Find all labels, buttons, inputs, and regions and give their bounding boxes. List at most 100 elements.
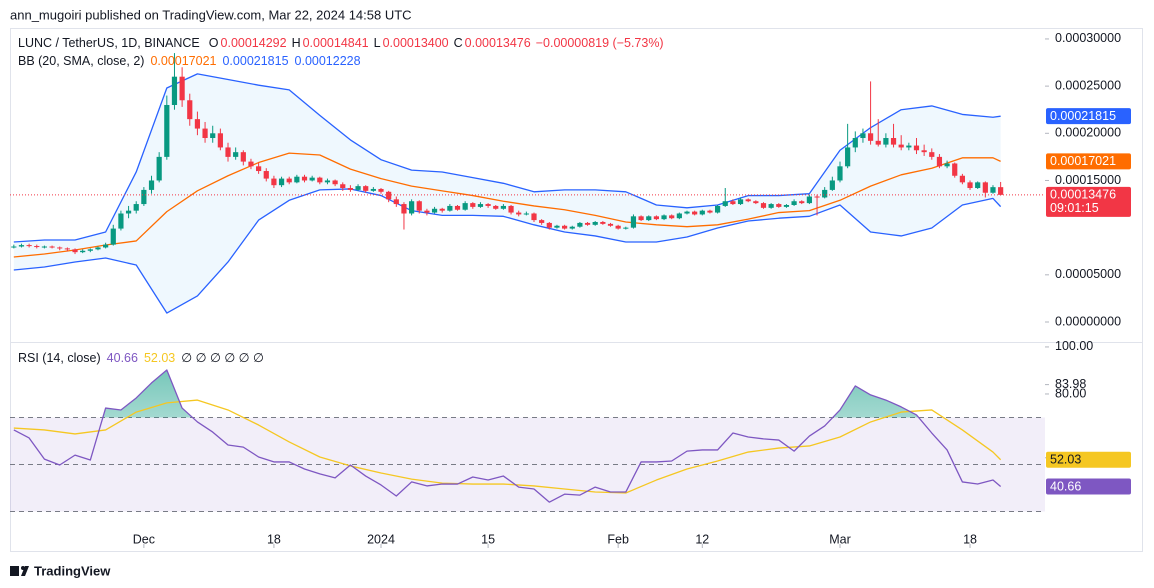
candle-body <box>653 216 659 220</box>
candle-body <box>577 222 583 227</box>
y-tick-label: 80.00 <box>1055 386 1086 400</box>
candle-body <box>737 199 744 205</box>
candle-body <box>516 212 522 215</box>
candle-body <box>271 178 277 186</box>
candle-body <box>722 201 728 206</box>
y-tick-label: 100.00 <box>1055 339 1093 353</box>
candle-body <box>11 246 17 248</box>
x-tick-label: 18 <box>963 532 977 546</box>
candle-body <box>661 215 667 220</box>
candle-body <box>447 205 453 211</box>
candle-body <box>684 211 690 214</box>
candle-body <box>340 184 346 189</box>
candle-body <box>607 223 614 226</box>
candle-body <box>982 182 988 193</box>
logo-part <box>10 566 19 576</box>
candle-body <box>952 163 958 176</box>
candle-body <box>64 248 70 250</box>
candle-body <box>256 166 262 172</box>
candle-body <box>110 228 116 245</box>
rsi-last-label-box <box>1046 478 1131 495</box>
candle-body <box>646 216 652 221</box>
candle-body <box>485 204 491 206</box>
candle-body <box>309 177 315 181</box>
candle-body <box>783 205 790 207</box>
candle-body <box>692 211 698 215</box>
line-series <box>13 188 1002 314</box>
frame <box>10 28 1143 552</box>
candle-body <box>171 76 178 105</box>
candle-body <box>125 210 132 214</box>
candle-body <box>416 201 422 211</box>
candle-body <box>753 201 759 204</box>
candle-body <box>822 189 828 198</box>
candle-body <box>638 216 644 221</box>
candle-body <box>263 171 269 179</box>
candle-body <box>409 201 415 214</box>
candle-body <box>707 210 713 213</box>
candle-body <box>898 144 904 148</box>
footer-brand: TradingView <box>34 563 111 578</box>
y-tick-label: 83.98 <box>1055 377 1086 391</box>
publisher: ann_mugoiri published on TradingView.com… <box>10 7 412 22</box>
candle-body <box>806 196 812 204</box>
candle-body <box>730 201 736 205</box>
x-tick-label: 15 <box>481 532 495 546</box>
candle-body <box>990 187 996 193</box>
ohlc-letter: H <box>292 36 301 50</box>
candle-body <box>669 215 675 219</box>
candle-body <box>217 133 223 148</box>
candle-body <box>248 161 254 167</box>
candle-body <box>431 208 438 213</box>
candle-body <box>378 188 384 192</box>
candle-body <box>103 244 109 248</box>
countdown: 09:01:15 <box>1050 201 1099 215</box>
y-tick-label: 0.00000000 <box>1055 314 1121 328</box>
candle-body <box>72 249 78 253</box>
candle-body <box>531 213 537 221</box>
candle-body <box>852 138 858 148</box>
x-tick-label: 12 <box>695 532 709 546</box>
candle-body <box>554 225 560 228</box>
candle-body <box>49 246 55 248</box>
band-last-label-box <box>1046 153 1131 170</box>
indicator-value: 0.00017021 <box>150 54 216 68</box>
candle-body <box>676 213 682 219</box>
candle-body <box>768 204 774 208</box>
indicator-name: RSI (14, close) <box>18 351 101 365</box>
candle-body <box>998 187 1004 195</box>
candle-body <box>921 150 927 153</box>
candle-body <box>562 225 568 229</box>
candle-body <box>477 204 484 207</box>
candle-body <box>883 138 889 145</box>
candle-body <box>187 100 193 120</box>
symbol-legend: LUNC / TetherUS, 1D, BINANCE O 0.00014292 H… <box>18 36 664 50</box>
candle-body <box>592 221 598 225</box>
candle-body <box>913 145 920 151</box>
candle-body <box>179 76 185 101</box>
candle-body <box>240 152 246 162</box>
candle-body <box>225 147 231 157</box>
ohlc-value: 0.00014841 <box>303 36 369 50</box>
candle-body <box>347 188 354 190</box>
x-tick-label: 2024 <box>367 532 395 546</box>
indicator-value: 0.00012228 <box>295 54 361 68</box>
candle-body <box>233 152 239 157</box>
candle-body <box>133 204 139 211</box>
candle-body <box>355 186 361 190</box>
rsi-last-label: 40.66 <box>1050 479 1081 493</box>
plot-area: 0.00030000 0.00025000 0.00020000 0.00015000… <box>10 31 1131 548</box>
candle-body <box>95 247 101 250</box>
candle-body <box>286 178 292 183</box>
candle-body <box>600 221 606 224</box>
candle-body <box>584 222 591 225</box>
rsi-ma-last-label-box <box>1046 451 1131 468</box>
candle-body <box>630 216 637 228</box>
overbought-fill <box>13 369 1001 418</box>
candle-body <box>141 189 147 205</box>
price-label-box <box>1046 186 1131 217</box>
candle-body <box>814 196 820 198</box>
y-tick-label: 0.00015000 <box>1055 173 1121 187</box>
candle-body <box>148 180 155 190</box>
candle-body <box>210 133 216 139</box>
